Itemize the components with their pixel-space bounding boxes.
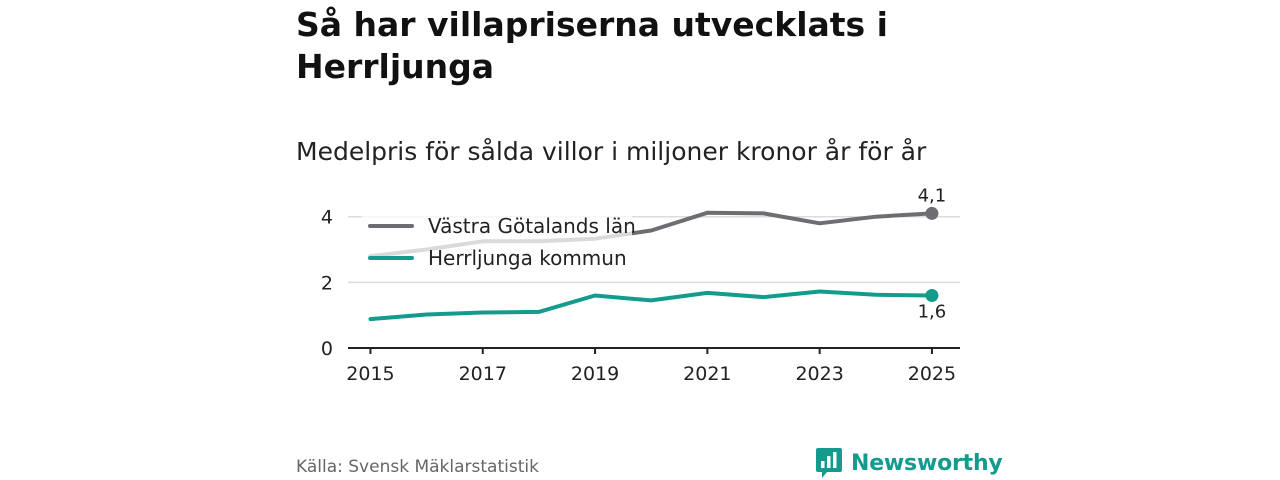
- x-tick-label-2021: 2021: [683, 363, 731, 385]
- x-axis: 2015 2017 2019 2021 2023 2025: [346, 347, 960, 385]
- data-label-herrljunga: 1,6: [918, 301, 947, 322]
- x-tick-label-2019: 2019: [571, 363, 619, 385]
- y-axis-ticks: 0 2 4: [321, 207, 333, 360]
- brand-name: Newsworthy: [851, 450, 1003, 476]
- end-marker-herrljunga: [925, 288, 939, 302]
- legend-background: [362, 206, 632, 276]
- y-tick-label-2: 2: [321, 272, 333, 294]
- newsworthy-logo-icon: [816, 448, 842, 478]
- end-marker-vastra-gotaland: [925, 206, 939, 220]
- series-line-herrljunga: [368, 289, 934, 322]
- end-markers: 4,1 1,6: [918, 185, 947, 322]
- chart-title: Så har villapriserna utvecklats i Herrlj…: [296, 5, 888, 86]
- legend: Västra Götalands län Herrljunga kommun: [362, 206, 636, 276]
- chart-subtitle: Medelpris för sålda villor i miljoner kr…: [296, 137, 927, 166]
- x-tick-label-2015: 2015: [346, 363, 394, 385]
- y-tick-label-4: 4: [321, 207, 333, 229]
- brand-logo: Newsworthy: [815, 446, 1003, 480]
- source-note: Källa: Svensk Mäklarstatistik: [296, 457, 539, 477]
- x-tick-label-2017: 2017: [459, 363, 507, 385]
- legend-label-vastra-gotaland: Västra Götalands län: [428, 214, 636, 238]
- legend-label-herrljunga: Herrljunga kommun: [428, 246, 627, 270]
- data-label-vastra-gotaland: 4,1: [918, 185, 947, 206]
- x-tick-label-2025: 2025: [908, 363, 956, 385]
- x-tick-label-2023: 2023: [795, 363, 843, 385]
- y-tick-label-0: 0: [321, 338, 333, 360]
